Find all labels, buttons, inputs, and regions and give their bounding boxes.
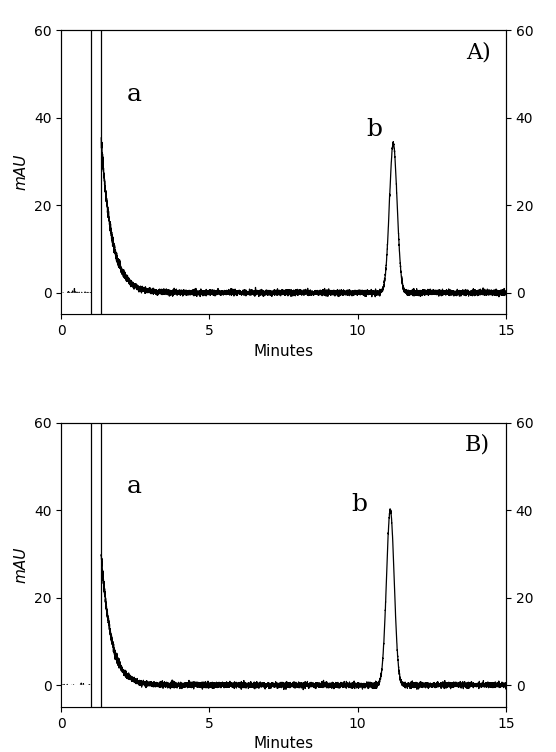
Text: b: b <box>352 493 368 516</box>
X-axis label: Minutes: Minutes <box>254 736 314 751</box>
Y-axis label: mAU: mAU <box>13 547 28 583</box>
Text: b: b <box>366 117 383 141</box>
Text: a: a <box>126 475 141 498</box>
Text: A): A) <box>465 41 490 63</box>
Y-axis label: mAU: mAU <box>13 154 28 190</box>
Text: a: a <box>126 83 141 105</box>
X-axis label: Minutes: Minutes <box>254 344 314 359</box>
Text: B): B) <box>465 434 490 456</box>
